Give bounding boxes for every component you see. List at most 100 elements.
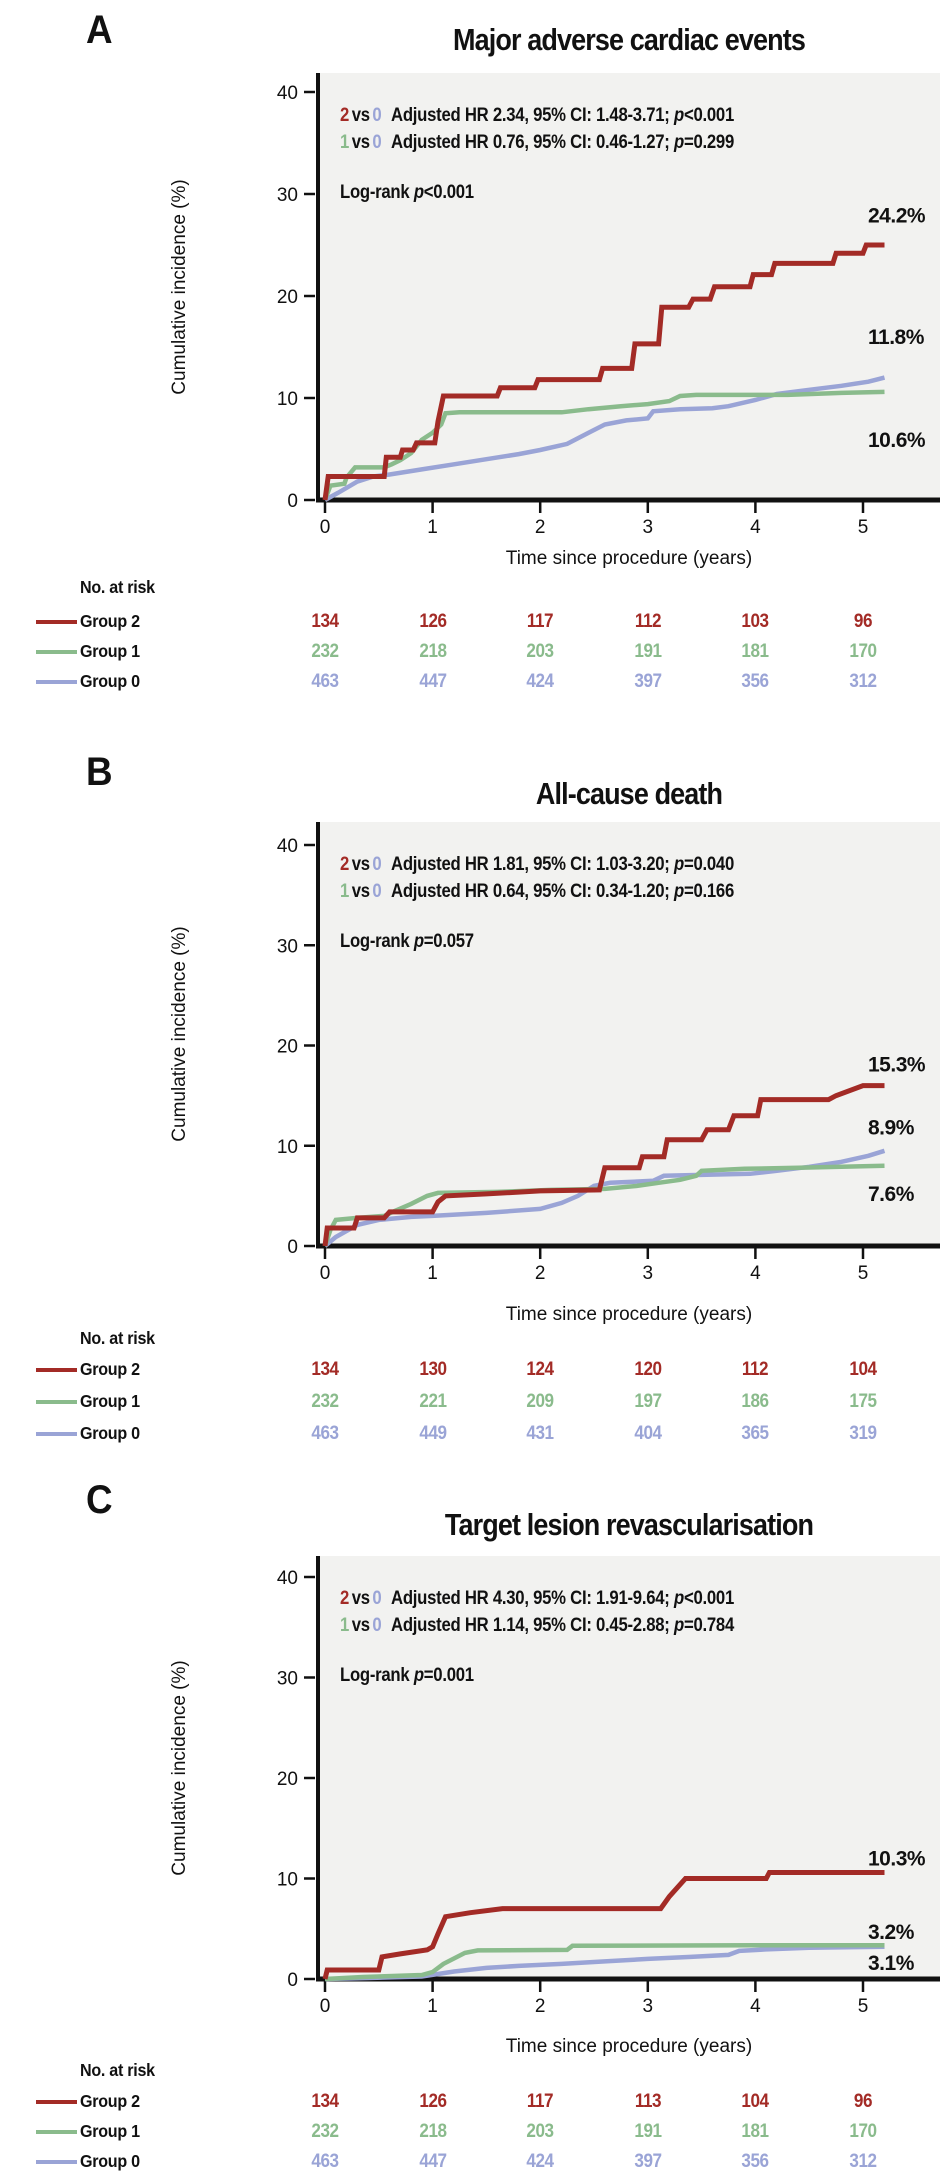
svg-text:30: 30 <box>277 185 298 206</box>
svg-text:40: 40 <box>277 836 298 857</box>
end-label-group-2: 15.3% <box>868 1054 926 1077</box>
group2-code: 2 <box>340 854 350 875</box>
group1-code: 1 <box>340 881 350 902</box>
risk-count: 120 <box>634 1359 662 1380</box>
svg-text:5: 5 <box>858 1263 869 1284</box>
risk-count: 463 <box>311 2151 339 2172</box>
group0-code: 0 <box>372 1588 382 1609</box>
logrank-text: Log-rank p=0.057 <box>340 931 474 952</box>
logrank-text: Log-rank p<0.001 <box>340 182 474 203</box>
svg-text:20: 20 <box>277 287 298 308</box>
risk-count: 126 <box>419 2091 447 2112</box>
svg-text:0: 0 <box>287 491 298 512</box>
group1-code: 1 <box>340 132 350 153</box>
group0-code: 0 <box>372 854 382 875</box>
svg-text:4: 4 <box>750 1263 761 1284</box>
risk-count: 209 <box>526 1391 555 1412</box>
risk-count: 112 <box>742 1359 769 1380</box>
svg-text:3: 3 <box>643 1263 654 1284</box>
risk-count: 170 <box>849 2121 877 2142</box>
group0-code: 0 <box>372 1615 382 1636</box>
risk-count: 203 <box>526 641 555 662</box>
risk-count: 181 <box>741 641 770 662</box>
svg-text:40: 40 <box>277 1568 298 1589</box>
group0-code: 0 <box>372 105 382 126</box>
svg-text:1: 1 <box>427 517 438 538</box>
hr-line-1v0: 1 vs 0 Adjusted HR 0.76, 95% CI: 0.46-1.27;… <box>340 132 734 153</box>
group2-code: 2 <box>340 1588 350 1609</box>
risk-count: 175 <box>849 1391 877 1412</box>
end-label-group-0: 3.2% <box>868 1921 915 1944</box>
group0-line-swatch <box>36 1432 77 1436</box>
panel-letter: B <box>86 750 113 794</box>
risk-count: 404 <box>634 1423 662 1444</box>
group1-code: 1 <box>340 1615 350 1636</box>
end-label-group-0: 8.9% <box>868 1117 915 1140</box>
risk-count: 104 <box>849 1359 877 1380</box>
logrank-text: Log-rank p=0.001 <box>340 1665 474 1686</box>
svg-text:20: 20 <box>277 1769 298 1790</box>
risk-count: 96 <box>853 2091 873 2112</box>
risk-count: 397 <box>634 2151 662 2172</box>
svg-text:10: 10 <box>277 1137 298 1158</box>
risk-count: 424 <box>526 671 555 692</box>
risk-count: 130 <box>419 1359 447 1380</box>
hr-line-2v0: 2 vs 0 Adjusted HR 1.81, 95% CI: 1.03-3.20;… <box>340 854 734 875</box>
svg-text:0: 0 <box>320 1263 331 1284</box>
panel-b: B All-cause death Cumulative incidence (… <box>0 726 945 1452</box>
risk-count: 186 <box>741 1391 770 1412</box>
svg-text:3: 3 <box>643 517 654 538</box>
hr-annotations: 2 vs 0 Adjusted HR 4.30, 95% CI: 1.91-9.64;… <box>340 1585 734 1687</box>
risk-count: 104 <box>741 2091 770 2112</box>
panel-letter: C <box>86 1478 113 1522</box>
curve-group-2 <box>322 1083 885 1247</box>
end-label-group-1: 7.6% <box>868 1183 915 1206</box>
risk-count: 126 <box>419 611 447 632</box>
svg-text:5: 5 <box>858 1996 869 2017</box>
risk-count: 191 <box>634 641 662 662</box>
group2-line-swatch <box>36 620 77 624</box>
risk-count: 431 <box>526 1423 555 1444</box>
risk-count: 463 <box>311 1423 339 1444</box>
risk-count: 191 <box>634 2121 662 2142</box>
group0-code: 0 <box>372 881 382 902</box>
risk-count: 218 <box>419 641 447 662</box>
svg-text:2: 2 <box>535 1996 546 2017</box>
hr-line-2v0: 2 vs 0 Adjusted HR 2.34, 95% CI: 1.48-3.71;… <box>340 105 734 126</box>
risk-count: 447 <box>419 2151 447 2172</box>
hr-line-1v0: 1 vs 0 Adjusted HR 1.14, 95% CI: 0.45-2.88;… <box>340 1615 734 1636</box>
risk-count: 218 <box>419 2121 447 2142</box>
x-axis-label: Time since procedure (years) <box>505 1304 753 1325</box>
risk-count: 232 <box>311 2121 339 2142</box>
hr-line-2v0: 2 vs 0 Adjusted HR 4.30, 95% CI: 1.91-9.64;… <box>340 1588 734 1609</box>
group0-line-swatch <box>36 2160 77 2164</box>
curve-group-2 <box>322 1870 885 1980</box>
svg-text:30: 30 <box>277 1669 298 1690</box>
end-label-group-1: 3.1% <box>868 1952 915 1975</box>
risk-count: 312 <box>849 2151 877 2172</box>
svg-text:10: 10 <box>277 389 298 410</box>
risk-count: 96 <box>853 611 873 632</box>
end-label-group-1: 10.6% <box>868 429 926 452</box>
chart-title: All-cause death <box>535 776 723 811</box>
risk-count: 449 <box>419 1423 447 1444</box>
curve-group-1 <box>324 1943 885 1982</box>
risk-count: 197 <box>634 1391 662 1412</box>
x-axis-label: Time since procedure (years) <box>505 548 753 569</box>
chart-title: Target lesion revascularisation <box>444 1507 814 1542</box>
svg-text:0: 0 <box>320 1996 331 2017</box>
risk-count: 319 <box>849 1423 877 1444</box>
risk-count: 447 <box>419 671 447 692</box>
risk-count: 232 <box>311 1391 339 1412</box>
svg-text:3: 3 <box>643 1996 654 2017</box>
svg-text:4: 4 <box>750 1996 761 2017</box>
svg-text:2: 2 <box>535 517 546 538</box>
svg-text:4: 4 <box>750 517 761 538</box>
risk-count: 397 <box>634 671 662 692</box>
x-axis-label: Time since procedure (years) <box>505 2036 753 2057</box>
risk-count: 203 <box>526 2121 555 2142</box>
svg-text:20: 20 <box>277 1037 298 1058</box>
risk-count: 134 <box>311 611 339 632</box>
